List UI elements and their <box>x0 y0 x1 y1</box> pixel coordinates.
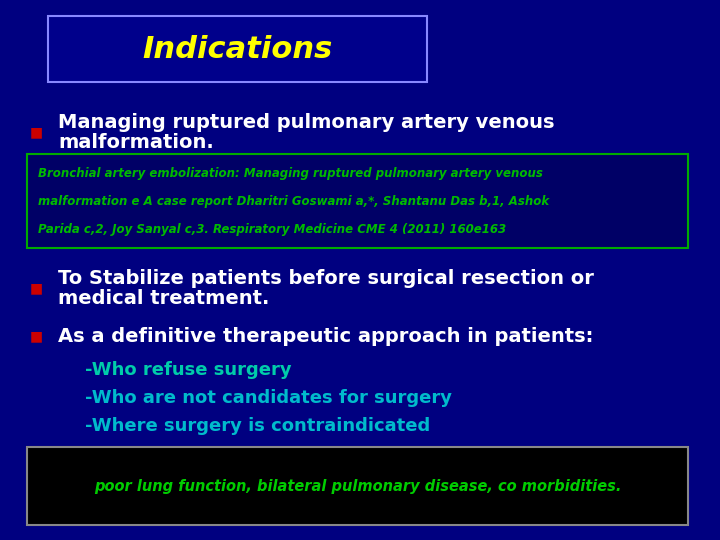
Text: Managing ruptured pulmonary artery venous: Managing ruptured pulmonary artery venou… <box>58 112 554 132</box>
Text: Parida c,2, Joy Sanyal c,3. Respiratory Medicine CME 4 (2011) 160e163: Parida c,2, Joy Sanyal c,3. Respiratory … <box>38 222 506 235</box>
Text: medical treatment.: medical treatment. <box>58 289 269 308</box>
Text: malformation.: malformation. <box>58 133 214 152</box>
Text: poor lung function, bilateral pulmonary disease, co morbidities.: poor lung function, bilateral pulmonary … <box>94 478 621 494</box>
Text: -Who refuse surgery: -Who refuse surgery <box>85 361 292 379</box>
Text: ■: ■ <box>30 281 43 295</box>
Text: Bronchial artery embolization: Managing ruptured pulmonary artery venous: Bronchial artery embolization: Managing … <box>38 166 543 179</box>
Text: ■: ■ <box>30 125 43 139</box>
Text: As a definitive therapeutic approach in patients:: As a definitive therapeutic approach in … <box>58 327 593 346</box>
Text: ■: ■ <box>30 329 43 343</box>
Text: Indications: Indications <box>143 35 333 64</box>
FancyBboxPatch shape <box>48 16 427 82</box>
Text: -Where surgery is contraindicated: -Where surgery is contraindicated <box>85 417 431 435</box>
Text: -Who are not candidates for surgery: -Who are not candidates for surgery <box>85 389 452 407</box>
FancyBboxPatch shape <box>27 447 688 525</box>
FancyBboxPatch shape <box>27 154 688 248</box>
Text: malformation e A case report Dharitri Goswami a,*, Shantanu Das b,1, Ashok: malformation e A case report Dharitri Go… <box>38 194 549 207</box>
Text: To Stabilize patients before surgical resection or: To Stabilize patients before surgical re… <box>58 268 594 287</box>
